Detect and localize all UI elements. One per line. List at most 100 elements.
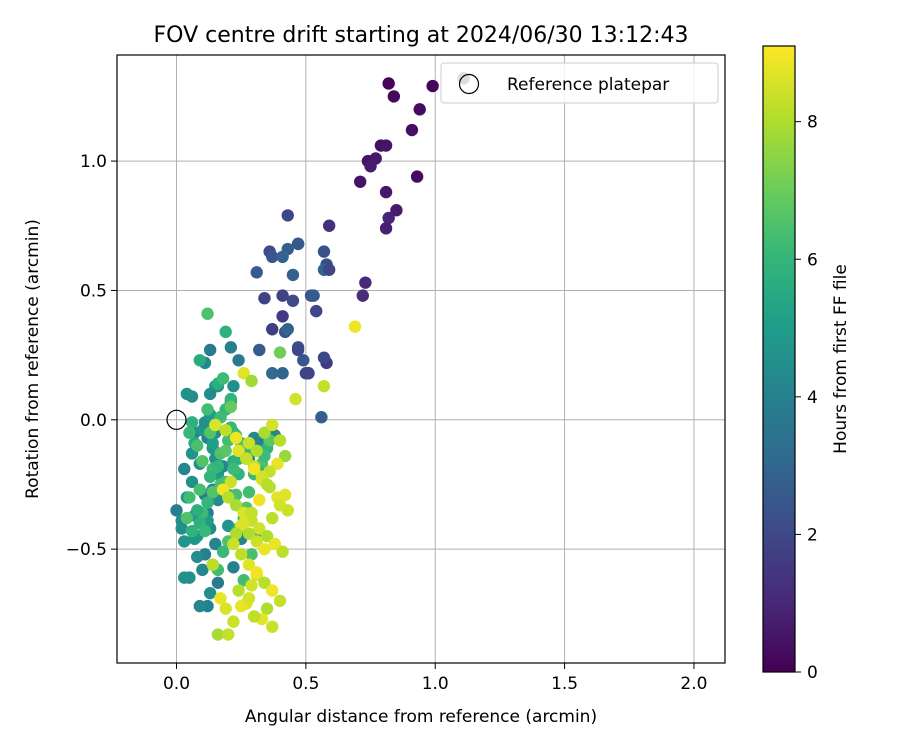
data-point — [387, 90, 401, 103]
y-tick-label: 0.5 — [80, 281, 107, 301]
data-point — [237, 517, 250, 530]
data-point — [180, 387, 194, 401]
data-point — [281, 209, 294, 222]
data-point — [201, 403, 214, 416]
data-point — [240, 452, 253, 465]
data-point — [271, 457, 284, 470]
data-point — [222, 628, 235, 641]
reference-marker — [166, 409, 187, 430]
colorbar-tick-label: 8 — [807, 113, 818, 133]
data-point — [170, 504, 183, 517]
chart-title: FOV centre drift starting at 2024/06/30 … — [154, 23, 689, 48]
data-point — [203, 387, 217, 401]
colorbar-tick-label: 0 — [807, 663, 818, 683]
plot-frame — [116, 54, 726, 664]
data-point — [266, 250, 279, 264]
data-point — [348, 320, 362, 333]
data-point — [191, 439, 204, 452]
data-point — [322, 263, 336, 276]
data-point — [227, 537, 240, 551]
data-point — [224, 400, 238, 414]
legend-reference-marker — [458, 73, 480, 95]
data-point — [379, 185, 393, 199]
data-point — [278, 488, 292, 502]
legend-entry-reference: Reference platepar — [507, 75, 669, 95]
data-point — [211, 628, 225, 641]
data-point — [193, 354, 206, 367]
data-point — [242, 527, 256, 540]
data-point — [379, 222, 393, 235]
colorbar: 0 2 4 6 8 Hours from first FF file — [762, 45, 851, 683]
data-point — [250, 566, 263, 579]
colorbar-label: Hours from first FF file — [831, 264, 851, 454]
data-point — [242, 558, 256, 571]
data-point — [405, 123, 419, 137]
legend: Reference platepar — [440, 62, 719, 104]
data-point — [196, 454, 209, 468]
data-point — [206, 486, 219, 499]
data-point — [219, 325, 232, 339]
data-point — [273, 346, 287, 359]
data-point — [245, 548, 258, 561]
data-point — [250, 266, 263, 279]
data-point — [183, 426, 196, 439]
data-point — [286, 294, 300, 307]
data-point — [250, 444, 263, 458]
data-point — [232, 354, 245, 367]
x-tick-label: 0.0 — [163, 674, 190, 694]
data-point — [209, 418, 222, 432]
data-point — [183, 491, 196, 504]
data-point — [322, 219, 336, 232]
data-point — [180, 511, 194, 525]
data-point — [266, 584, 279, 597]
data-point — [364, 160, 377, 173]
data-point — [356, 289, 369, 302]
x-tick-label: 0.5 — [292, 674, 319, 694]
data-point — [253, 522, 266, 535]
data-point — [193, 599, 206, 613]
data-point — [302, 367, 315, 380]
data-point — [203, 470, 217, 483]
data-point — [258, 542, 271, 556]
data-point — [266, 511, 279, 525]
data-point — [310, 304, 323, 318]
data-point — [382, 77, 395, 90]
data-point — [258, 576, 271, 589]
data-point — [245, 374, 258, 388]
data-point — [354, 175, 367, 188]
data-point — [242, 436, 256, 450]
y-axis-label: Rotation from reference (arcmin) — [23, 219, 43, 499]
data-point — [390, 204, 403, 217]
data-point — [281, 323, 294, 336]
data-point — [276, 310, 289, 323]
data-point — [206, 436, 219, 450]
data-point — [242, 486, 256, 499]
data-point — [307, 289, 320, 302]
data-point — [260, 602, 274, 615]
x-tick-label: 1.0 — [422, 674, 449, 694]
data-point — [266, 323, 279, 336]
data-point — [250, 535, 263, 548]
data-point — [317, 351, 331, 364]
data-point — [276, 545, 289, 558]
x-tick-label: 2.0 — [680, 674, 707, 694]
data-point — [211, 576, 225, 589]
x-tick-label: 1.5 — [551, 674, 578, 694]
data-point — [253, 493, 266, 507]
data-point — [198, 524, 212, 538]
data-point — [379, 139, 393, 152]
data-point — [382, 211, 395, 225]
data-point — [224, 475, 238, 489]
colorbar-fill — [763, 46, 795, 672]
data-point — [242, 592, 256, 605]
y-tick-label: 0.0 — [80, 411, 107, 431]
data-point — [258, 426, 271, 439]
data-point — [222, 519, 235, 533]
data-point — [286, 268, 300, 282]
data-point — [191, 550, 204, 564]
data-point — [185, 416, 199, 429]
data-point — [291, 237, 305, 251]
data-point — [426, 79, 439, 93]
